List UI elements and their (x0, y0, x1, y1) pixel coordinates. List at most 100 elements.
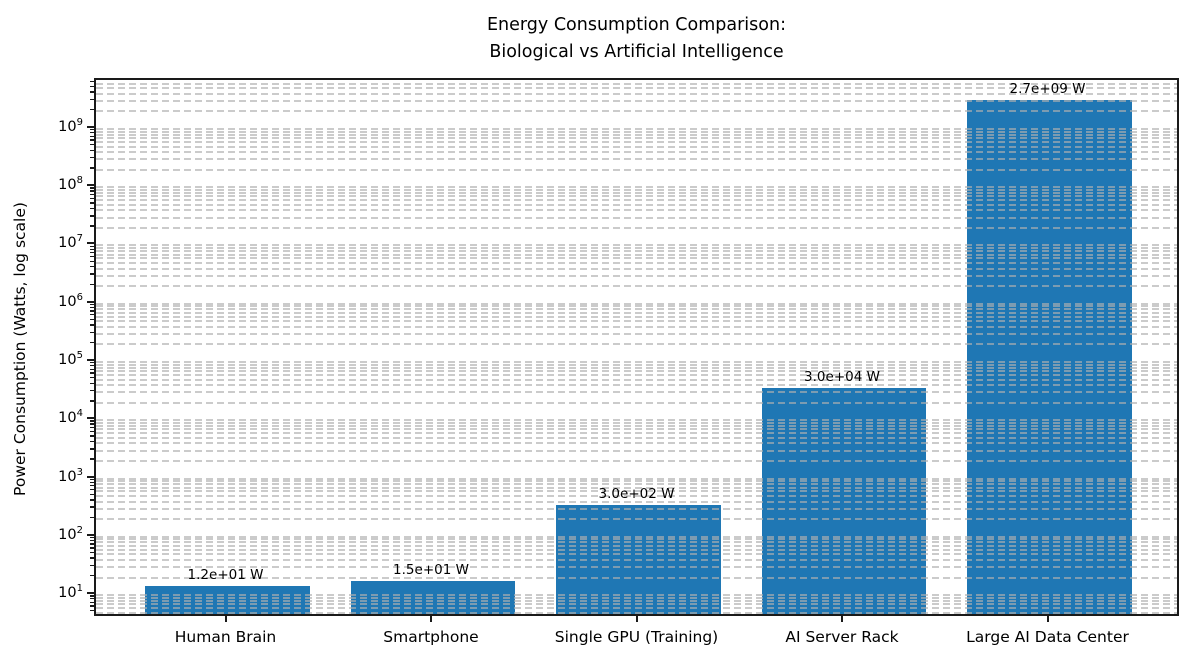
bar (350, 580, 516, 614)
y-minor-tick (90, 156, 94, 159)
y-major-tick (87, 300, 94, 303)
y-minor-tick (90, 539, 94, 542)
bar-value-label: 2.7e+09 W (1009, 80, 1086, 97)
chart-title-line1: Energy Consumption Comparison: (487, 15, 786, 35)
y-tick-label: 101 (58, 583, 83, 601)
y-major-tick (87, 242, 94, 245)
y-minor-tick (90, 610, 94, 612)
y-minor-tick (90, 598, 94, 600)
y-minor-tick (90, 458, 94, 460)
y-major-tick (87, 417, 94, 420)
y-minor-tick (90, 129, 94, 131)
y-minor-tick (90, 273, 94, 275)
y-tick-label: 104 (58, 408, 83, 427)
y-minor-tick (90, 543, 94, 545)
y-minor-tick (90, 426, 94, 429)
y-minor-tick (90, 266, 94, 268)
x-tick-label: Single GPU (Training) (554, 628, 719, 646)
y-minor-tick (90, 306, 94, 309)
chart-title-line2: Biological vs Artificial Intelligence (489, 42, 784, 62)
y-tick-label: 103 (58, 466, 83, 485)
y-minor-tick (90, 139, 94, 141)
y-minor-tick (90, 440, 94, 443)
y-minor-tick (90, 149, 94, 151)
x-tick (224, 616, 227, 622)
y-major-tick (87, 475, 94, 478)
y-minor-tick (90, 193, 94, 196)
y-minor-tick (90, 478, 94, 480)
y-tick-label: 107 (58, 233, 83, 252)
y-minor-tick (90, 132, 94, 134)
bar (556, 504, 721, 614)
y-minor-tick (90, 248, 94, 250)
y-minor-tick (90, 318, 94, 321)
y-minor-tick (90, 135, 94, 137)
y-minor-tick (90, 430, 94, 432)
y-major-tick (87, 184, 94, 187)
y-minor-tick (90, 207, 94, 210)
y-minor-tick (90, 435, 94, 437)
x-tick (430, 616, 432, 622)
y-tick-label: 102 (58, 524, 83, 543)
y-tick-label: 106 (58, 291, 83, 310)
y-minor-tick (90, 516, 94, 519)
y-minor-tick (90, 303, 94, 306)
y-minor-tick (90, 331, 94, 334)
y-minor-tick (90, 557, 94, 559)
y-minor-tick (90, 605, 94, 607)
y-minor-tick (90, 372, 94, 374)
y-minor-tick (90, 506, 94, 508)
y-minor-tick (90, 488, 94, 491)
x-tick-label: Large AI Data Center (966, 628, 1129, 646)
bar (967, 99, 1132, 614)
x-tick-label: Human Brain (174, 628, 277, 646)
y-minor-tick (90, 536, 94, 539)
bar-value-label: 3.0e+04 W (804, 369, 880, 386)
bar-value-label: 1.2e+01 W (187, 567, 264, 584)
y-minor-tick (90, 85, 94, 88)
y-minor-tick (90, 255, 94, 258)
y-minor-tick (90, 225, 94, 227)
y-minor-tick (90, 197, 94, 199)
y-minor-tick (90, 564, 94, 567)
y-tick-label: 108 (58, 175, 83, 194)
y-minor-tick (90, 362, 94, 364)
x-tick-label: AI Server Rack (785, 628, 899, 646)
y-minor-tick (90, 190, 94, 192)
y-minor-tick (90, 91, 94, 93)
y-minor-tick (90, 551, 94, 554)
y-tick-label: 105 (58, 350, 83, 368)
y-minor-tick (90, 485, 94, 487)
y-minor-tick (90, 215, 94, 217)
y-minor-tick (90, 187, 94, 189)
y-minor-tick (90, 595, 94, 597)
y-major-tick (87, 125, 94, 128)
bar-value-label: 3.0e+02 W (598, 485, 675, 502)
y-minor-tick (90, 493, 94, 495)
y-minor-tick (90, 368, 94, 370)
y-minor-tick (90, 98, 94, 100)
y-tick-label: 109 (58, 116, 83, 135)
y-minor-tick (90, 601, 94, 603)
y-minor-tick (90, 575, 94, 577)
y-minor-tick (90, 389, 94, 392)
y-minor-tick (90, 260, 94, 262)
y-minor-tick (90, 108, 94, 111)
y-minor-tick (90, 448, 94, 450)
chart-title: Energy Consumption Comparison: Biologica… (94, 12, 1179, 66)
y-minor-tick (90, 400, 94, 402)
y-minor-tick (90, 144, 94, 146)
y-minor-tick (90, 365, 94, 367)
y-minor-tick (90, 314, 94, 316)
bar-value-label: 1.5e+01 W (393, 561, 469, 578)
y-minor-tick (90, 382, 94, 384)
y-minor-tick (90, 499, 94, 501)
y-minor-tick (90, 283, 94, 286)
y-minor-tick (90, 481, 94, 483)
y-minor-tick (90, 81, 94, 83)
y-minor-tick (90, 167, 94, 169)
y-minor-tick (90, 377, 94, 379)
x-tick (841, 616, 843, 622)
bar (761, 388, 927, 614)
